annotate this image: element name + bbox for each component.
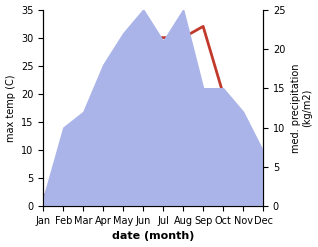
X-axis label: date (month): date (month)	[112, 231, 194, 242]
Y-axis label: max temp (C): max temp (C)	[5, 74, 16, 142]
Y-axis label: med. precipitation
(kg/m2): med. precipitation (kg/m2)	[291, 63, 313, 153]
